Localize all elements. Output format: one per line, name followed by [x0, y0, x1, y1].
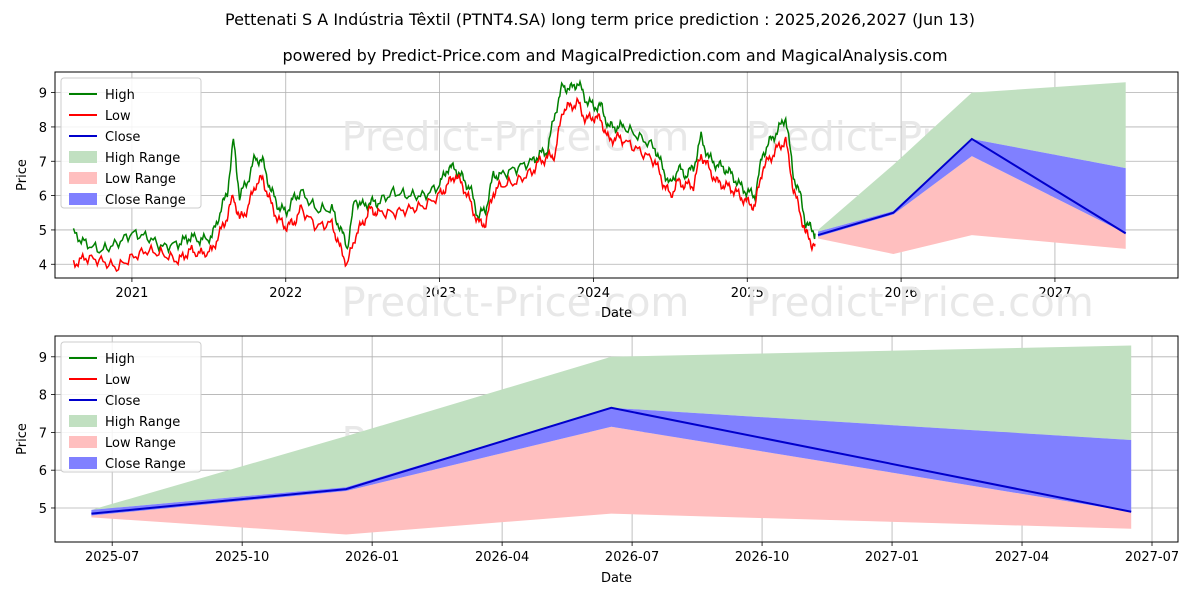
y-tick-label: 8 [39, 389, 47, 404]
watermark: Predict-Price.com [746, 280, 1094, 326]
bottom-panel: 2025-07 2025-10 2026-01 2026-04 2026-07 2026-… [15, 335, 1179, 586]
legend-label: Close Range [105, 457, 186, 472]
low-range-area [91, 426, 1132, 535]
x-tick-label: 2024 [577, 286, 610, 301]
x-tick-label: 2027-01 [865, 550, 919, 565]
x-tick-label: 2026-07 [605, 550, 659, 565]
legend-label: Close [105, 394, 140, 409]
y-axis-label: Price [15, 423, 30, 455]
legend-label: High [105, 352, 135, 367]
x-tick-label: 2025-10 [215, 550, 269, 565]
x-tick-label: 2025-07 [85, 550, 139, 565]
x-tick-label: 2021 [115, 286, 148, 301]
x-tick-label: 2027 [1038, 286, 1071, 301]
legend: High Low Close High Range Low Range Close Ran… [60, 77, 202, 209]
x-tick-label: 2026-10 [735, 550, 789, 565]
y-tick-label: 9 [39, 87, 47, 102]
legend-swatch [69, 415, 97, 427]
low-history-line [72, 96, 816, 273]
low-range-area [818, 156, 1126, 254]
x-tick-label: 2026-04 [475, 550, 529, 565]
y-tick-label: 6 [39, 190, 47, 205]
x-tick-label: 2026 [885, 286, 918, 301]
legend-label: Low [105, 109, 131, 124]
plot-area [91, 345, 1132, 535]
legend: High Low Close High Range Low Range Close Ran… [60, 341, 202, 473]
legend-label: Low [105, 373, 131, 388]
plot-area [72, 78, 1127, 273]
legend-label: High Range [105, 415, 180, 430]
y-tick-label: 5 [39, 502, 47, 517]
x-tick-label: 2026-01 [345, 550, 399, 565]
legend-swatch [69, 172, 97, 184]
y-tick-label: 6 [39, 464, 47, 479]
close-prediction-line [91, 406, 1132, 515]
y-tick-label: 9 [39, 351, 47, 366]
watermark: Predict-Price.com [341, 280, 689, 326]
plot-frame [54, 71, 1179, 279]
legend-label: Close Range [105, 193, 186, 208]
high-range-area [91, 345, 1132, 510]
legend-label: High Range [105, 151, 180, 166]
y-tick-label: 8 [39, 121, 47, 136]
legend-swatch [69, 151, 97, 163]
plot-frame [54, 335, 1179, 543]
x-axis-label: Date [601, 306, 632, 321]
chart-title: Pettenati S A Indústria Têxtil (PTNT4.SA… [225, 10, 975, 29]
close-prediction-line [817, 137, 1127, 237]
x-tick-label: 2023 [423, 286, 456, 301]
legend-swatch [69, 193, 97, 205]
y-tick-label: 7 [39, 155, 47, 170]
x-tick-label: 2027-04 [995, 550, 1049, 565]
y-tick-label: 5 [39, 224, 47, 239]
chart-subtitle: powered by Predict-Price.com and Magical… [282, 46, 947, 65]
legend-label: Low Range [105, 172, 176, 187]
high-range-area [818, 82, 1126, 232]
legend-swatch [69, 436, 97, 448]
x-axis-label: Date [601, 571, 632, 586]
x-tick-label: 2025 [731, 286, 764, 301]
legend-label: High [105, 88, 135, 103]
x-tick-label: 2027-07 [1125, 550, 1179, 565]
x-tick-label: 2022 [269, 286, 302, 301]
top-panel: 2021 2022 2023 2024 2025 2026 2027 4 5 6 7 8 9 Predic… [15, 71, 1179, 326]
y-tick-label: 4 [39, 258, 47, 273]
legend-label: Close [105, 130, 140, 145]
legend-swatch [69, 457, 97, 469]
watermark: Predict-Price.com [341, 114, 689, 160]
y-tick-label: 7 [39, 426, 47, 441]
close-range-area [91, 407, 1132, 516]
y-axis-label: Price [15, 159, 30, 191]
legend-label: Low Range [105, 436, 176, 451]
high-history-line [72, 78, 816, 255]
